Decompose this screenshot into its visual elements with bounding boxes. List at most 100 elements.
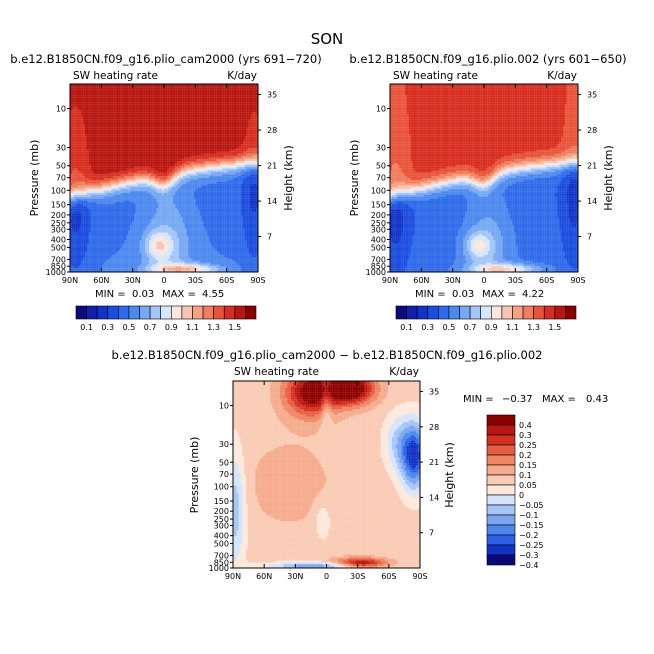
panel-a-cell bbox=[175, 142, 178, 145]
panel-a-cell bbox=[173, 85, 176, 88]
panel-a-cell bbox=[70, 115, 72, 118]
panel-a-cell bbox=[171, 149, 174, 152]
panel-a-cell bbox=[231, 144, 234, 147]
panel-a-cell bbox=[175, 123, 178, 126]
panel-a-cell bbox=[222, 95, 225, 98]
panel-a-cell bbox=[79, 155, 82, 158]
panel-a-cell bbox=[105, 151, 108, 154]
panel-a-cell bbox=[201, 144, 204, 147]
panel-a-cell bbox=[158, 161, 161, 164]
panel-a-cell bbox=[115, 125, 118, 128]
panel-a-cell bbox=[133, 168, 136, 171]
panel-a-cell bbox=[75, 146, 78, 149]
panel-a-cell bbox=[256, 91, 258, 94]
panel-a-cell bbox=[120, 153, 123, 156]
panel-a-cell bbox=[256, 138, 258, 141]
panel-a-cell bbox=[226, 125, 229, 128]
panel-a-cell bbox=[162, 89, 165, 92]
panel-a-cell bbox=[242, 119, 245, 122]
panel-a-cell bbox=[164, 149, 166, 152]
panel-a-cell bbox=[250, 166, 253, 169]
panel-a-cell bbox=[79, 132, 82, 135]
panel-a-cell bbox=[222, 93, 225, 96]
panel-a-cell bbox=[83, 161, 86, 164]
panel-a-cell bbox=[83, 95, 86, 98]
panel-a-cell bbox=[194, 99, 197, 102]
panel-a-cell bbox=[88, 102, 91, 105]
panel-a-cell bbox=[214, 142, 217, 145]
panel-a-cell bbox=[90, 134, 93, 137]
panel-a-cell bbox=[242, 123, 245, 126]
panel-a-cell bbox=[211, 125, 213, 128]
panel-a-cell bbox=[205, 117, 208, 120]
panel-a-cell bbox=[96, 114, 99, 117]
panel-a-cell bbox=[184, 162, 187, 165]
panel-a-cell bbox=[244, 89, 247, 92]
panel-a-cell bbox=[120, 114, 123, 117]
panel-a-cell bbox=[147, 176, 150, 179]
panel-a-cell bbox=[195, 97, 198, 100]
panel-a-cell bbox=[237, 115, 240, 118]
panel-a-cell bbox=[209, 115, 212, 118]
panel-a-cell bbox=[135, 117, 138, 120]
panel-a-cell bbox=[165, 138, 168, 141]
panel-a-cell bbox=[113, 112, 116, 115]
panel-a-cell bbox=[126, 140, 129, 143]
panel-a-cell bbox=[86, 106, 89, 109]
panel-a-cell bbox=[256, 89, 258, 92]
panel-a-cell bbox=[113, 168, 116, 171]
panel-a-cell bbox=[203, 108, 206, 111]
panel-a-cell bbox=[186, 138, 189, 141]
panel-a-cell bbox=[75, 166, 78, 169]
panel-a-cell bbox=[103, 157, 106, 160]
panel-a-cell bbox=[139, 144, 142, 147]
panel-a-cell bbox=[177, 132, 180, 135]
panel-a-cell bbox=[199, 176, 202, 179]
panel-a-cell bbox=[194, 91, 197, 94]
panel-a-cell bbox=[124, 134, 127, 137]
panel-a-cell bbox=[109, 85, 112, 88]
panel-a-cell bbox=[81, 157, 84, 160]
panel-a-cell bbox=[250, 157, 253, 160]
panel-a-cell bbox=[158, 146, 161, 149]
panel-a-cell bbox=[226, 134, 229, 137]
panel-a-cell bbox=[190, 138, 193, 141]
panel-a-cell bbox=[143, 162, 146, 165]
panel-a-cell bbox=[171, 115, 174, 118]
panel-a-cell bbox=[235, 144, 238, 147]
panel-a-cell bbox=[85, 136, 88, 139]
panel-a-cell bbox=[246, 142, 249, 145]
panel-a-cell bbox=[214, 108, 217, 111]
panel-a-cell bbox=[195, 136, 198, 139]
panel-a-cell bbox=[239, 85, 242, 88]
panel-a-cell bbox=[122, 159, 125, 162]
panel-a-cell bbox=[175, 110, 178, 113]
panel-a-cell bbox=[94, 112, 97, 115]
panel-a-cell bbox=[133, 123, 136, 126]
panel-a-cell bbox=[162, 166, 165, 169]
panel-a-cell bbox=[194, 123, 197, 126]
panel-a-cell bbox=[231, 146, 234, 149]
panel-a-cell bbox=[224, 110, 227, 113]
panel-a-cell bbox=[124, 162, 127, 165]
panel-a-cell bbox=[233, 138, 236, 141]
panel-a-cell bbox=[73, 147, 76, 150]
panel-a-cell bbox=[117, 172, 119, 175]
panel-a-cell bbox=[209, 149, 212, 152]
panel-a-cell bbox=[169, 106, 172, 109]
panel-a-cell bbox=[143, 159, 146, 162]
panel-a-cell bbox=[83, 151, 86, 154]
panel-a-cell bbox=[182, 123, 185, 126]
panel-a-cell bbox=[184, 117, 187, 120]
panel-a-cell bbox=[105, 99, 108, 102]
panel-a-cell bbox=[184, 85, 187, 88]
panel-a-cell bbox=[150, 149, 153, 152]
panel-a-cell bbox=[188, 85, 191, 88]
panel-a-cell bbox=[212, 117, 215, 120]
panel-a-cell bbox=[90, 93, 93, 96]
panel-a-cell bbox=[160, 95, 163, 98]
panel-a-cell bbox=[150, 110, 153, 113]
panel-a-cell bbox=[83, 87, 86, 90]
panel-a-cell bbox=[237, 104, 240, 107]
panel-a-cell bbox=[216, 97, 219, 100]
